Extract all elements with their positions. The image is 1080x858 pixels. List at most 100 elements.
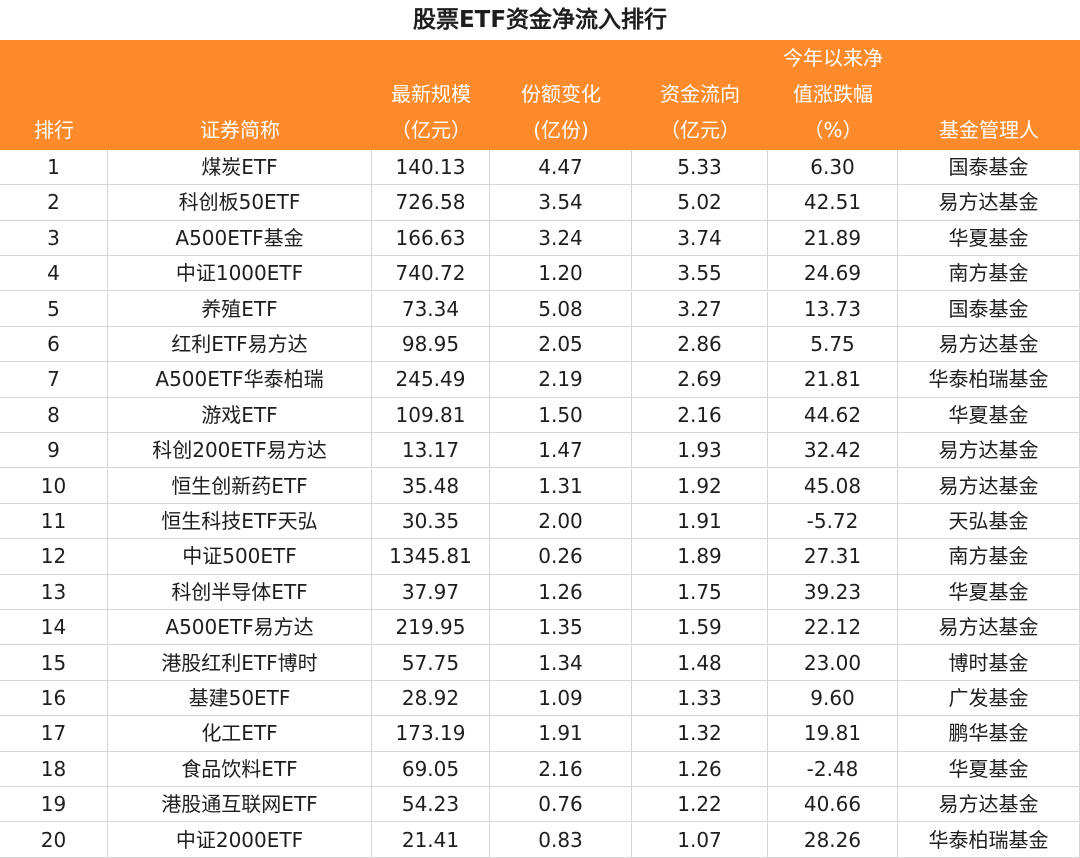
cell: 1.50 (490, 397, 632, 434)
cell: 5.75 (768, 327, 898, 363)
cell: 32.42 (768, 433, 898, 469)
cell: 3.54 (490, 185, 632, 221)
cell: 易方达基金 (898, 327, 1080, 363)
cell: 12 (0, 539, 108, 575)
cell: 98.95 (372, 327, 490, 363)
cell: 中证500ETF (108, 539, 372, 575)
cell: A500ETF易方达 (108, 610, 372, 646)
cell: 广发基金 (898, 681, 1080, 717)
cell: 20 (0, 822, 108, 858)
cell: 1.48 (632, 645, 768, 681)
cell: 19 (0, 787, 108, 823)
cell: 煤炭ETF (108, 150, 372, 186)
cell: 166.63 (372, 220, 490, 257)
cell: 219.95 (372, 610, 490, 646)
cell: 54.23 (372, 787, 490, 823)
cell: 1.91 (632, 504, 768, 540)
cell: A500ETF基金 (108, 220, 372, 257)
cell: 华夏基金 (898, 574, 1080, 611)
cell: 1 (0, 150, 108, 186)
cell: 华夏基金 (898, 751, 1080, 788)
cell: 南方基金 (898, 539, 1080, 575)
cell: 港股红利ETF博时 (108, 645, 372, 681)
cell: 9 (0, 433, 108, 469)
cell: 1.89 (632, 539, 768, 575)
header-cell: 最新规模 （亿元） (372, 40, 490, 150)
cell: 0.76 (490, 787, 632, 823)
cell: 化工ETF (108, 716, 372, 752)
cell: 21.41 (372, 822, 490, 858)
cell: 养殖ETF (108, 291, 372, 327)
cell: 国泰基金 (898, 291, 1080, 327)
cell: 6 (0, 327, 108, 363)
header-cell: 基金管理人 (898, 40, 1080, 150)
cell: 39.23 (768, 574, 898, 611)
cell: 1.20 (490, 256, 632, 292)
cell: 恒生创新药ETF (108, 468, 372, 504)
cell: 18 (0, 751, 108, 788)
cell: 1.33 (632, 681, 768, 717)
cell: 易方达基金 (898, 610, 1080, 646)
cell: 易方达基金 (898, 433, 1080, 469)
cell: 73.34 (372, 291, 490, 327)
cell: 27.31 (768, 539, 898, 575)
cell: 5.08 (490, 291, 632, 327)
cell: 37.97 (372, 574, 490, 611)
cell: 11 (0, 504, 108, 540)
cell: 2.19 (490, 362, 632, 398)
cell: 35.48 (372, 468, 490, 504)
cell: 16 (0, 681, 108, 717)
header-cell: 证券简称 (108, 40, 372, 150)
cell: 2.16 (632, 397, 768, 434)
cell: 14 (0, 610, 108, 646)
cell: 21.81 (768, 362, 898, 398)
cell: 3.74 (632, 220, 768, 257)
cell: 易方达基金 (898, 787, 1080, 823)
cell: 245.49 (372, 362, 490, 398)
cell: 1.09 (490, 681, 632, 717)
cell: 2.16 (490, 751, 632, 788)
cell: 1.34 (490, 645, 632, 681)
cell: 44.62 (768, 397, 898, 434)
cell: 1.07 (632, 822, 768, 858)
cell: 7 (0, 362, 108, 398)
cell: 红利ETF易方达 (108, 327, 372, 363)
cell: 华泰柏瑞基金 (898, 822, 1080, 858)
cell: 港股通互联网ETF (108, 787, 372, 823)
cell: -2.48 (768, 751, 898, 788)
cell: 3.27 (632, 291, 768, 327)
cell: 2 (0, 185, 108, 221)
cell: 10 (0, 468, 108, 504)
cell: 45.08 (768, 468, 898, 504)
cell: 1.93 (632, 433, 768, 469)
cell: 易方达基金 (898, 468, 1080, 504)
cell: 华夏基金 (898, 397, 1080, 434)
cell: 13.73 (768, 291, 898, 327)
cell: 1.59 (632, 610, 768, 646)
header-line: 今年以来净 (783, 46, 883, 70)
header-line: （亿元） (660, 118, 740, 142)
cell: 3 (0, 220, 108, 257)
cell: 国泰基金 (898, 150, 1080, 186)
cell: 食品饮料ETF (108, 751, 372, 788)
cell: 1345.81 (372, 539, 490, 575)
cell: 易方达基金 (898, 185, 1080, 221)
cell: 6.30 (768, 150, 898, 186)
header-cell: 今年以来净 值涨跌幅 （%） (768, 40, 898, 150)
header-line: 排行 (34, 118, 74, 142)
cell: 华夏基金 (898, 220, 1080, 257)
cell: 42.51 (768, 185, 898, 221)
cell: 3.24 (490, 220, 632, 257)
cell: 1.26 (490, 574, 632, 611)
cell: 173.19 (372, 716, 490, 752)
header-line: 资金流向 (660, 82, 740, 106)
cell: 726.58 (372, 185, 490, 221)
cell: 1.75 (632, 574, 768, 611)
cell: 游戏ETF (108, 397, 372, 434)
cell: 109.81 (372, 397, 490, 434)
cell: 1.47 (490, 433, 632, 469)
header-line: 证券简称 (200, 118, 280, 142)
cell: 40.66 (768, 787, 898, 823)
cell: 22.12 (768, 610, 898, 646)
header-cell: 排行 (0, 40, 108, 150)
